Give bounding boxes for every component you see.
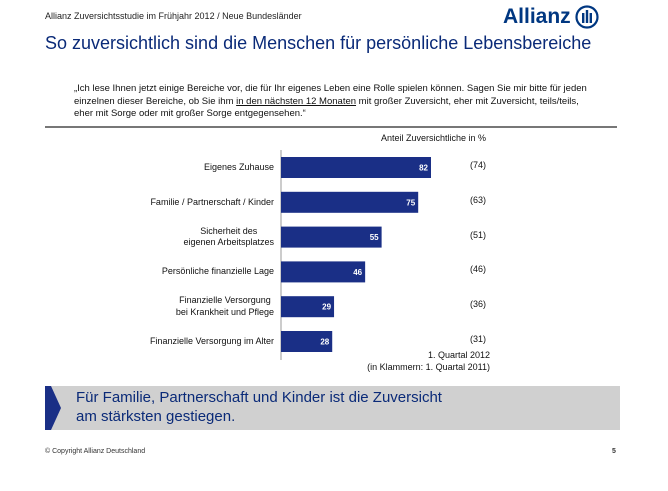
key-finding-text: Für Familie, Partnerschaft und Kinder is… xyxy=(76,389,442,426)
allianz-eagle-icon xyxy=(575,5,599,29)
category-label: Eigenes Zuhause xyxy=(203,161,274,172)
bar xyxy=(281,331,333,352)
survey-question: „Ich lese Ihnen jetzt einige Bereiche vo… xyxy=(74,83,594,121)
banner-line-2: am stärksten gestiegen. xyxy=(76,407,236,425)
previous-year-value: (74) xyxy=(470,160,487,170)
page-title: So zuversichtlich sind die Menschen für … xyxy=(45,33,592,53)
category-label: Familie / Partnerschaft / Kinder xyxy=(150,196,274,207)
chevron-right-icon xyxy=(45,386,61,430)
previous-year-value: (46) xyxy=(470,264,487,275)
note-line-1: 1. Quartal 2012 xyxy=(427,350,490,360)
category-label: Persönliche finanzielle Lage xyxy=(161,266,274,277)
bar xyxy=(281,157,431,178)
bar-value-label: 82 xyxy=(419,164,428,173)
banner-line-1: Für Familie, Partnerschaft und Kinder is… xyxy=(76,389,442,406)
logo-text: Allianz xyxy=(503,5,571,28)
bar-value-label: 55 xyxy=(370,233,379,242)
previous-year-value: (63) xyxy=(470,194,487,205)
question-text: „Ich lese Ihnen jetzt einige Bereiche vo… xyxy=(74,83,587,107)
bar-value-label: 29 xyxy=(322,303,331,312)
category-label: Sicherheit des eigenen Arbeitsplatzes xyxy=(183,225,274,248)
bar xyxy=(281,226,382,248)
bar xyxy=(281,296,335,318)
bar xyxy=(281,191,419,213)
bar-value-label: 75 xyxy=(406,198,415,207)
study-subtitle: Allianz Zuversichtsstudie im Frühjahr 20… xyxy=(45,11,302,21)
question-emphasis: in den nächsten 12 Monaten xyxy=(236,95,357,107)
category-label: Finanzielle Versorgung im Alter xyxy=(149,335,274,346)
page-number: 5 xyxy=(612,448,616,455)
allianz-logo: Allianz xyxy=(503,5,599,29)
bar xyxy=(281,261,366,283)
note-line-2: (in Klammern: 1. Quartal 2011) xyxy=(367,361,490,372)
chart-title: Anteil Zuversichtliche in % xyxy=(381,133,487,143)
divider xyxy=(45,126,617,128)
previous-year-value: (51) xyxy=(470,229,487,240)
previous-year-value: (36) xyxy=(470,299,487,310)
question-text-end: mit großer Zuversicht, eher mit Zuversic… xyxy=(74,95,579,120)
bar-value-label: 46 xyxy=(353,268,362,277)
category-label: Finanzielle Versorgung bei Krankheit und … xyxy=(175,295,274,317)
key-finding-banner xyxy=(45,386,620,430)
copyright: © Copyright Allianz Deutschland xyxy=(45,448,146,455)
previous-year-value: (31) xyxy=(470,334,487,344)
chart-note: 1. Quartal 2012 (in Klammern: 1. Quartal… xyxy=(356,350,490,373)
bar-value-label: 28 xyxy=(320,338,329,347)
